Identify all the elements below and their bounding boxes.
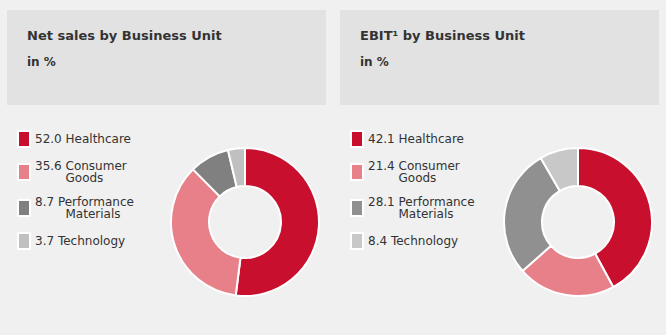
svg-text:in %: in % bbox=[360, 55, 389, 69]
svg-text:8.4 Technology: 8.4 Technology bbox=[368, 234, 458, 248]
svg-text:Goods: Goods bbox=[368, 171, 436, 185]
svg-text:EBIT¹ by Business Unit: EBIT¹ by Business Unit bbox=[360, 28, 525, 43]
svg-text:35.6 Consumer: 35.6 Consumer bbox=[35, 159, 127, 173]
svg-text:8.7 Performance: 8.7 Performance bbox=[35, 195, 134, 209]
svg-text:42.1 Healthcare: 42.1 Healthcare bbox=[368, 132, 464, 146]
svg-text:Net sales by Business Unit: Net sales by Business Unit bbox=[27, 28, 222, 43]
svg-text:Materials: Materials bbox=[35, 207, 121, 221]
svg-text:52.0 Healthcare: 52.0 Healthcare bbox=[35, 132, 131, 146]
svg-text:in %: in % bbox=[27, 55, 56, 69]
svg-text:Materials: Materials bbox=[368, 207, 454, 221]
svg-text:Goods: Goods bbox=[35, 171, 103, 185]
svg-text:28.1 Performance: 28.1 Performance bbox=[368, 195, 475, 209]
svg-text:3.7 Technology: 3.7 Technology bbox=[35, 234, 125, 248]
svg-text:21.4 Consumer: 21.4 Consumer bbox=[368, 159, 460, 173]
